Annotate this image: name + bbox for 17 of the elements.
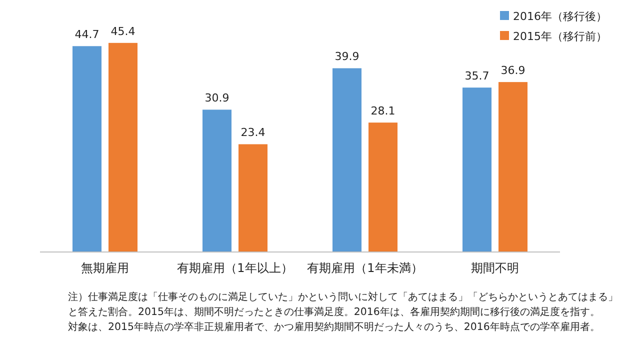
text: 注）仕事満足度は「仕事そのものに満足していた」かという問いに対して「あてはまる」「どちらかというとあてはまる」 [68,291,618,303]
x-tick-label: 有期雇用（1年未満） [307,261,423,275]
legend-label: 2016年（移行後） [513,10,607,23]
data-label: 39.9 [334,50,360,64]
data-label: 36.9 [500,64,526,78]
x-tick-label: 有期雇用（1年以上） [177,261,293,275]
data-label: 44.7 [74,28,100,42]
text: 対象は、2015年時点の学卒非正規雇用者で、かつ雇用契約期間不明だった人々のうち、2016年時点での学卒雇用者。 [68,321,600,333]
data-label: 23.4 [240,126,266,140]
legend-label: 2015年（移行前） [513,30,607,43]
data-label: 28.1 [370,104,396,118]
text: と答えた割合。2015年は、期間不明だったときの仕事満足度。2016年は、各雇用契約期間に移行後の満足度を指す。 [68,306,600,318]
x-tick-label: 無期雇用 [81,261,129,275]
data-label: 35.7 [464,70,490,83]
data-label: 45.4 [110,24,136,38]
data-label: 30.9 [204,92,230,105]
x-tick-label: 期間不明 [471,261,519,275]
